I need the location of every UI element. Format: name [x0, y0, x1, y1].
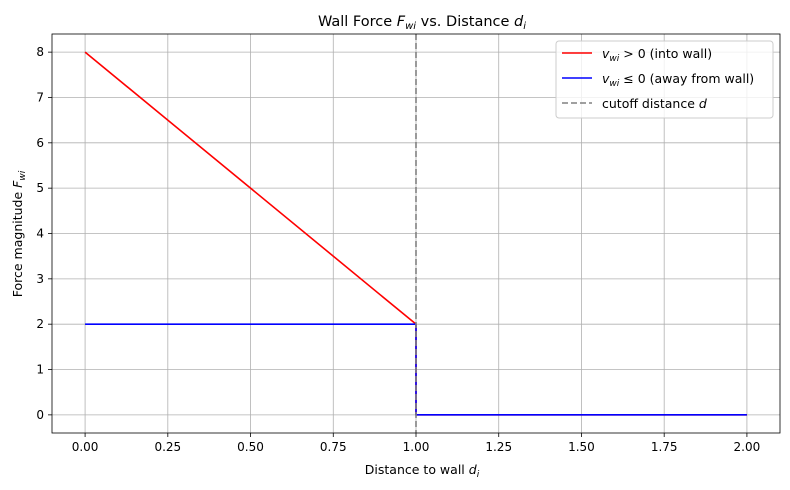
x-tick-label: 0.00 [72, 440, 99, 454]
y-tick-label: 0 [36, 408, 44, 422]
y-tick-label: 1 [36, 363, 44, 377]
y-tick-label: 6 [36, 136, 44, 150]
legend-label-cutoff: cutoff distance d [602, 96, 707, 111]
x-tick-label: 1.75 [651, 440, 678, 454]
y-tick-label: 5 [36, 181, 44, 195]
y-axis-label: Force magnitude Fwi [10, 170, 28, 297]
y-tick-label: 4 [36, 227, 44, 241]
x-tick-label: 2.00 [734, 440, 761, 454]
x-tick-label: 1.25 [485, 440, 512, 454]
legend-label-away-from-wall: vwi ≤ 0 (away from wall) [602, 71, 754, 89]
y-axis-ticks: 0 1 2 3 4 5 6 7 8 [36, 45, 52, 422]
x-tick-label: 1.50 [568, 440, 595, 454]
x-axis-ticks: 0.00 0.25 0.50 0.75 1.00 1.25 1.50 1.75 2.00 [72, 433, 761, 454]
y-tick-label: 3 [36, 272, 44, 286]
x-tick-label: 1.00 [403, 440, 430, 454]
y-tick-label: 8 [36, 45, 44, 59]
chart-title: Wall Force Fwi vs. Distance di [318, 14, 526, 32]
y-tick-label: 2 [36, 317, 44, 331]
legend-box [555, 40, 774, 119]
legend-label-into-wall: vwi > 0 (into wall) [602, 46, 712, 64]
x-axis-label: Distance to wall di [365, 462, 480, 480]
y-tick-label: 7 [36, 90, 44, 104]
x-tick-label: 0.50 [237, 440, 264, 454]
x-tick-label: 0.25 [154, 440, 181, 454]
data-lines [84, 34, 747, 433]
x-tick-label: 0.75 [320, 440, 347, 454]
legend: vwi > 0 (into wall) vwi ≤ 0 (away from w… [555, 40, 774, 119]
